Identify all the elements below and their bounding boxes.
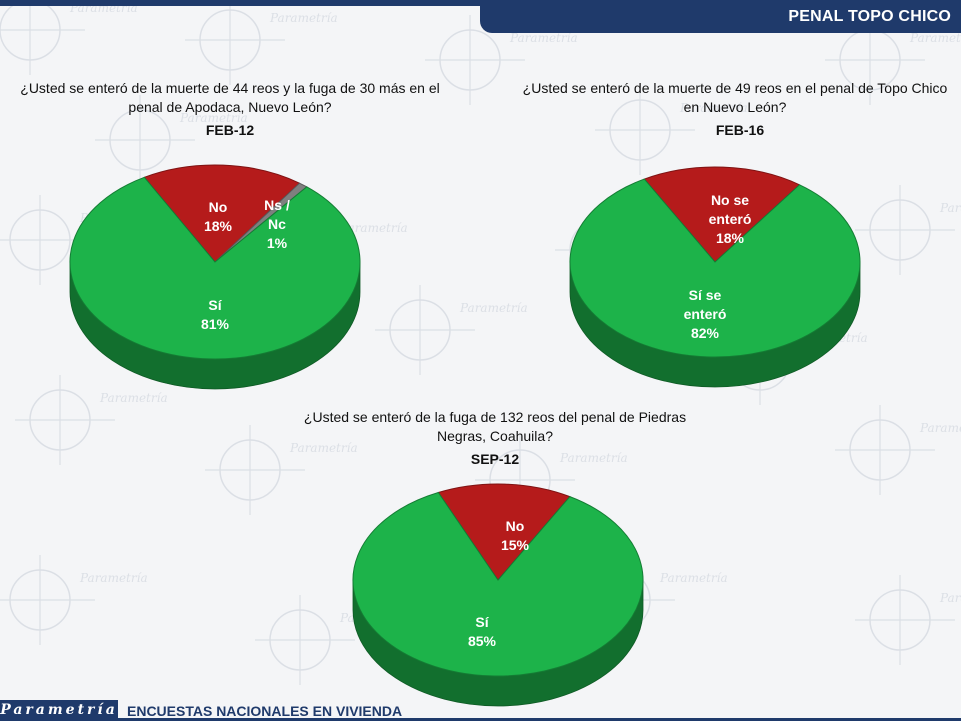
- watermark-motif: Parametría: [375, 285, 528, 375]
- slice-value: 82%: [691, 325, 720, 341]
- footer-text: ENCUESTAS NACIONALES EN VIVIENDA: [127, 703, 403, 719]
- footer-line: [118, 718, 961, 721]
- watermark-text: Parametría: [79, 571, 148, 585]
- parametria-logo: Parametría: [0, 700, 118, 721]
- watermark-text: Parametría: [679, 101, 748, 115]
- period-3: SEP-12: [470, 451, 520, 467]
- pie-slice: [569, 178, 861, 358]
- slice-label: Sí se enteró 82%: [684, 287, 727, 341]
- watermark-text: Parametría: [909, 31, 961, 45]
- watermark-text: Parametría: [269, 11, 338, 25]
- watermark-text: Parametría: [99, 391, 168, 405]
- watermark-text: Parametría: [179, 111, 248, 125]
- watermark-text: Parametría: [659, 571, 728, 585]
- slice-label: No se enteró 18%: [709, 192, 752, 246]
- slice-value: 15%: [501, 537, 530, 553]
- watermark-text: Parametría: [939, 201, 961, 215]
- watermark-text: Parametría: [919, 421, 961, 435]
- slice-value: 85%: [468, 633, 497, 649]
- watermark-text: Parametría: [559, 451, 628, 465]
- watermark-text: Parametría: [509, 31, 578, 45]
- pie-slice: [352, 491, 644, 677]
- pie-slice: [143, 164, 301, 263]
- slice-label: Sí 81%: [201, 297, 230, 332]
- slice-value: 81%: [201, 316, 230, 332]
- watermark-text: Parametría: [459, 301, 528, 315]
- watermark-text: Parametría: [339, 221, 408, 235]
- question-2: ¿Usted se enteró de la muerte de 49 reos…: [522, 80, 948, 115]
- question-3: ¿Usted se enteró de la fuga de 132 reos …: [303, 409, 687, 444]
- watermark-motif: Parametría: [855, 575, 961, 665]
- watermark-text: Parametría: [939, 591, 961, 605]
- slice-label: No 15%: [501, 518, 530, 553]
- watermark-motif: Parametría: [185, 0, 338, 85]
- watermark-motif: Parametría: [855, 185, 961, 275]
- watermark-text: Parametría: [289, 441, 358, 455]
- watermark-motif: Parametría: [95, 95, 248, 185]
- question-1: ¿Usted se enteró de la muerte de 44 reos…: [20, 80, 440, 115]
- slice-label: No 18%: [204, 199, 233, 234]
- page-title: PENAL TOPO CHICO: [788, 8, 951, 25]
- watermark-motif: Parametría: [205, 425, 358, 515]
- slice-value: 18%: [204, 218, 233, 234]
- pie-slice: [437, 483, 571, 581]
- watermark-motif: Parametría: [15, 375, 168, 465]
- title-tab: PENAL TOPO CHICO: [480, 0, 961, 33]
- watermark-motif: Parametría: [595, 85, 748, 175]
- watermark-motif: Parametría: [835, 405, 961, 495]
- pie-slice: [643, 166, 801, 263]
- period-2: FEB-16: [715, 122, 765, 138]
- watermark-motif: Parametría: [475, 435, 628, 525]
- pie-chart-1: No 18% Ns / Nc 1% Sí 81%: [69, 164, 361, 390]
- slice-value: 18%: [716, 230, 745, 246]
- pie-chart-3: No 15% Sí 85%: [352, 483, 644, 707]
- period-1: FEB-12: [205, 122, 255, 138]
- slice-label: Sí 85%: [468, 614, 497, 649]
- watermark-motif: Parametría: [425, 15, 578, 105]
- pie-chart-2: No se enteró 18% Sí se enteró 82%: [569, 166, 861, 388]
- slice-label: Ns / Nc 1%: [264, 197, 290, 251]
- pie-slice: [69, 176, 361, 360]
- slice-value: 1%: [267, 235, 288, 251]
- watermark-motif: Parametría: [0, 555, 148, 645]
